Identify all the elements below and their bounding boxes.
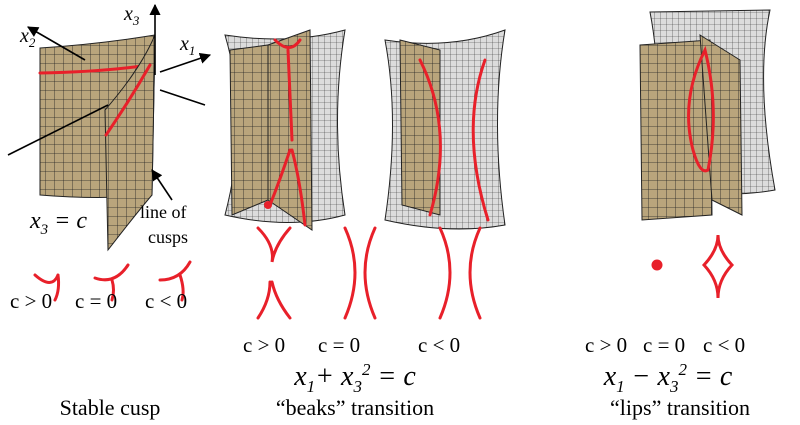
condition: c < 0 — [145, 289, 187, 313]
eq-part: 1 — [616, 377, 625, 396]
caption: “beaks” transition — [276, 395, 434, 420]
axis-label: x3 — [123, 3, 140, 28]
condition: c < 0 — [703, 333, 745, 357]
section-sub: 3 — [40, 222, 49, 238]
axis-sub: 1 — [189, 43, 196, 58]
eq-part: + x — [315, 361, 354, 392]
axis-var: x — [179, 33, 189, 55]
eq-part: = c — [687, 361, 733, 392]
axis-var: x — [19, 25, 29, 47]
eq-part: = c — [370, 361, 416, 392]
axis-sub: 2 — [29, 35, 36, 50]
axis-label: x2 — [19, 25, 36, 50]
equation: x1+ x32 = c — [293, 360, 416, 396]
equation: x1 − x32 = c — [603, 360, 733, 396]
eq-part: 1 — [307, 377, 316, 396]
lips-curves — [652, 235, 733, 298]
eq-part: x — [603, 361, 617, 392]
annotation: cusps — [148, 227, 188, 247]
eq-part: − x — [625, 361, 671, 392]
diagram: x2 x3 x1 x3 = c line of cusps c > 0 c = … — [0, 0, 800, 425]
section-rest: = c — [48, 208, 87, 234]
caption: Stable cusp — [60, 395, 161, 420]
beaks-surface — [225, 30, 505, 230]
lips-surface — [640, 10, 775, 220]
axis-label: x1 — [179, 33, 195, 58]
section-label: x3 = c — [29, 208, 87, 238]
eq-part: 3 — [352, 377, 362, 396]
section-var: x — [29, 208, 41, 234]
condition: c > 0 — [243, 333, 285, 357]
condition: c = 0 — [643, 333, 685, 357]
condition: c > 0 — [585, 333, 627, 357]
eq-part: 3 — [669, 377, 679, 396]
axis-sub: 3 — [132, 13, 140, 28]
condition: c > 0 — [10, 289, 52, 313]
eq-part: x — [293, 361, 307, 392]
condition: c = 0 — [75, 289, 117, 313]
annotation: line of — [140, 202, 187, 222]
condition: c < 0 — [418, 333, 460, 357]
caption: “lips” transition — [610, 395, 750, 420]
axis-var: x — [123, 3, 133, 25]
condition: c = 0 — [318, 333, 360, 357]
